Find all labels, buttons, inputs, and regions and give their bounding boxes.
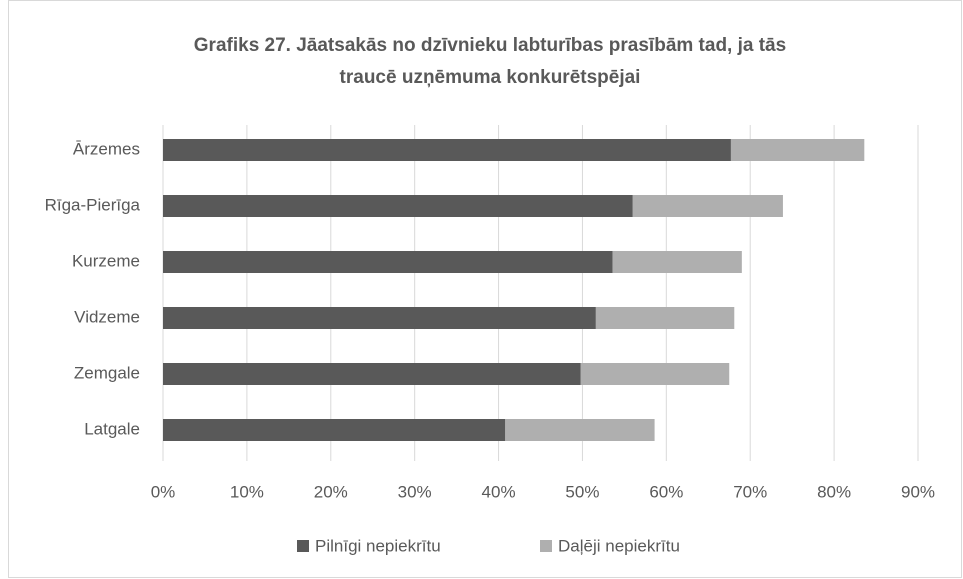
- chart-border: [8, 0, 962, 578]
- y-tick-label: Rīga-Pierīga: [45, 195, 141, 214]
- bar: [580, 363, 730, 385]
- chart-title: Grafiks 27. Jāatsakās no dzīvnieku labtu…: [193, 35, 787, 88]
- bar: [163, 419, 506, 441]
- bar: [163, 195, 633, 217]
- bar: [505, 419, 655, 441]
- y-tick-label: Vidzeme: [74, 307, 140, 326]
- y-tick-label: Kurzeme: [72, 251, 140, 270]
- bar: [730, 139, 865, 161]
- x-tick-label: 70%: [733, 482, 767, 501]
- legend-label: Daļēji nepiekrītu: [558, 536, 680, 555]
- bar: [163, 139, 731, 161]
- x-tick-label: 0%: [151, 482, 176, 501]
- x-tick-label: 60%: [649, 482, 683, 501]
- bar: [612, 251, 742, 273]
- y-tick-label: Latgale: [84, 419, 140, 438]
- legend-swatch: [297, 540, 309, 552]
- bar: [595, 307, 735, 329]
- bar: [163, 251, 613, 273]
- x-tick-label: 50%: [565, 482, 599, 501]
- x-tick-label: 80%: [817, 482, 851, 501]
- y-tick-label: Zemgale: [74, 363, 140, 382]
- legend-swatch: [540, 540, 552, 552]
- x-tick-label: 40%: [482, 482, 516, 501]
- x-tick-label: 30%: [398, 482, 432, 501]
- bar: [163, 363, 581, 385]
- bar: [163, 307, 596, 329]
- y-tick-label: Ārzemes: [73, 139, 140, 158]
- x-tick-label: 90%: [901, 482, 935, 501]
- x-tick-label: 20%: [314, 482, 348, 501]
- bar: [632, 195, 783, 217]
- legend-label: Pilnīgi nepiekrītu: [315, 536, 441, 555]
- x-tick-label: 10%: [230, 482, 264, 501]
